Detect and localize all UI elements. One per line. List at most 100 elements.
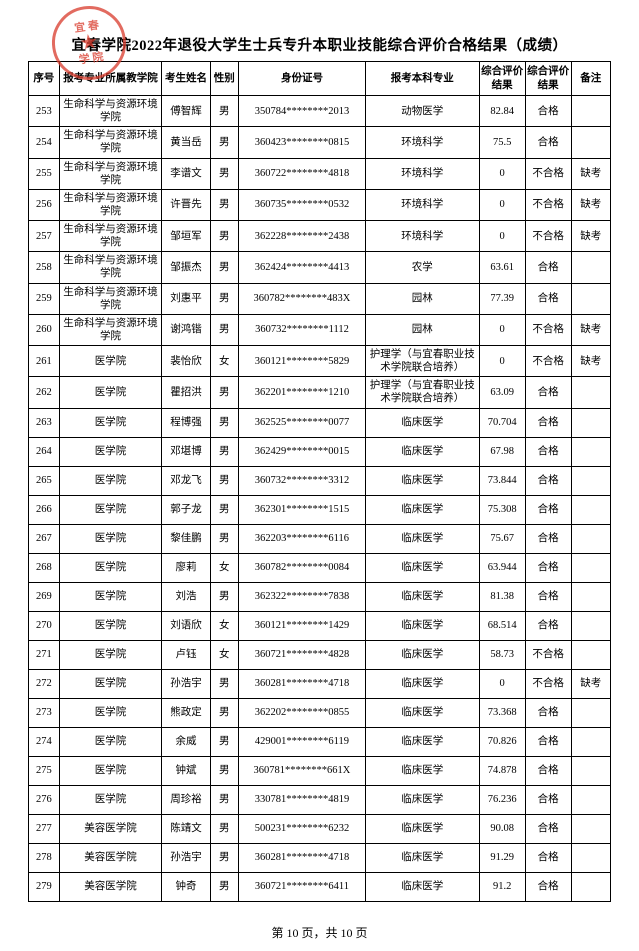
cell-seq: 259: [29, 283, 60, 314]
cell-dept: 美容医学院: [59, 843, 162, 872]
cell-score: 75.67: [479, 524, 525, 553]
table-row: 254生命科学与资源环境学院黄当岳男360423********0815环境科学…: [29, 127, 611, 158]
cell-seq: 263: [29, 408, 60, 437]
cell-name: 郭子龙: [162, 495, 210, 524]
cell-seq: 274: [29, 727, 60, 756]
cell-name: 邓堪博: [162, 437, 210, 466]
cell-seq: 258: [29, 252, 60, 283]
cell-dept: 医学院: [59, 408, 162, 437]
header-seq: 序号: [29, 62, 60, 96]
cell-note: [571, 727, 610, 756]
cell-score: 0: [479, 669, 525, 698]
cell-name: 周珍裕: [162, 785, 210, 814]
cell-seq: 268: [29, 553, 60, 582]
cell-score: 91.29: [479, 843, 525, 872]
table-row: 272医学院孙浩宇男360281********4718临床医学0不合格缺考: [29, 669, 611, 698]
cell-note: [571, 756, 610, 785]
cell-dept: 医学院: [59, 524, 162, 553]
cell-id: 360781********661X: [239, 756, 366, 785]
cell-name: 瞿招洪: [162, 377, 210, 408]
table-row: 256生命科学与资源环境学院许晋先男360735********0532环境科学…: [29, 189, 611, 220]
cell-sex: 男: [210, 756, 238, 785]
cell-id: 360121********1429: [239, 611, 366, 640]
cell-note: 缺考: [571, 669, 610, 698]
cell-name: 程博强: [162, 408, 210, 437]
cell-name: 孙浩宇: [162, 843, 210, 872]
cell-id: 362203********6116: [239, 524, 366, 553]
cell-sex: 男: [210, 785, 238, 814]
cell-score: 75.308: [479, 495, 525, 524]
cell-score: 70.704: [479, 408, 525, 437]
table-row: 253生命科学与资源环境学院傅智辉男350784********2013动物医学…: [29, 96, 611, 127]
table-row: 261医学院裴怡欣女360121********5829护理学（与宜春职业技术学…: [29, 346, 611, 377]
table-row: 273医学院熊政定男362202********0855临床医学73.368合格: [29, 698, 611, 727]
cell-note: [571, 96, 610, 127]
table-row: 271医学院卢钰女360721********4828临床医学58.73不合格: [29, 640, 611, 669]
cell-score: 0: [479, 314, 525, 345]
cell-res: 合格: [525, 252, 571, 283]
cell-seq: 273: [29, 698, 60, 727]
cell-dept: 医学院: [59, 669, 162, 698]
cell-sex: 男: [210, 314, 238, 345]
cell-major: 临床医学: [365, 727, 479, 756]
header-score: 综合评价结果: [479, 62, 525, 96]
cell-seq: 255: [29, 158, 60, 189]
cell-id: 362322********7838: [239, 582, 366, 611]
cell-score: 0: [479, 221, 525, 252]
cell-dept: 生命科学与资源环境学院: [59, 158, 162, 189]
cell-name: 邓龙飞: [162, 466, 210, 495]
cell-dept: 生命科学与资源环境学院: [59, 314, 162, 345]
header-res: 综合评价结果: [525, 62, 571, 96]
cell-score: 74.878: [479, 756, 525, 785]
table-row: 269医学院刘浩男362322********7838临床医学81.38合格: [29, 582, 611, 611]
cell-note: [571, 582, 610, 611]
cell-note: 缺考: [571, 221, 610, 252]
cell-seq: 276: [29, 785, 60, 814]
cell-note: [571, 640, 610, 669]
cell-dept: 生命科学与资源环境学院: [59, 96, 162, 127]
header-name: 考生姓名: [162, 62, 210, 96]
cell-res: 合格: [525, 611, 571, 640]
cell-seq: 271: [29, 640, 60, 669]
cell-major: 临床医学: [365, 872, 479, 901]
cell-major: 护理学（与宜春职业技术学院联合培养）: [365, 346, 479, 377]
cell-sex: 男: [210, 158, 238, 189]
cell-seq: 269: [29, 582, 60, 611]
cell-dept: 医学院: [59, 582, 162, 611]
cell-name: 李谱文: [162, 158, 210, 189]
cell-score: 63.61: [479, 252, 525, 283]
cell-note: [571, 466, 610, 495]
cell-sex: 男: [210, 466, 238, 495]
results-table: 序号 报考专业所属教学院 考生姓名 性别 身份证号 报考本科专业 综合评价结果 …: [28, 61, 611, 902]
cell-score: 76.236: [479, 785, 525, 814]
cell-major: 临床医学: [365, 495, 479, 524]
cell-score: 0: [479, 346, 525, 377]
page-footer: 第 10 页，共 10 页: [28, 924, 611, 941]
cell-sex: 女: [210, 553, 238, 582]
cell-note: [571, 843, 610, 872]
cell-res: 不合格: [525, 189, 571, 220]
cell-dept: 生命科学与资源环境学院: [59, 221, 162, 252]
cell-sex: 男: [210, 582, 238, 611]
cell-name: 黄当岳: [162, 127, 210, 158]
cell-dept: 医学院: [59, 698, 162, 727]
cell-note: [571, 698, 610, 727]
cell-note: [571, 127, 610, 158]
cell-res: 不合格: [525, 221, 571, 252]
cell-major: 农学: [365, 252, 479, 283]
cell-major: 园林: [365, 283, 479, 314]
cell-dept: 美容医学院: [59, 872, 162, 901]
cell-sex: 男: [210, 252, 238, 283]
cell-id: 362201********1210: [239, 377, 366, 408]
cell-res: 合格: [525, 466, 571, 495]
cell-seq: 261: [29, 346, 60, 377]
cell-id: 360735********0532: [239, 189, 366, 220]
cell-note: [571, 408, 610, 437]
cell-major: 环境科学: [365, 189, 479, 220]
cell-note: [571, 252, 610, 283]
cell-seq: 275: [29, 756, 60, 785]
cell-res: 合格: [525, 727, 571, 756]
table-row: 279美容医学院钟奇男360721********6411临床医学91.2合格: [29, 872, 611, 901]
cell-score: 63.09: [479, 377, 525, 408]
cell-sex: 男: [210, 669, 238, 698]
